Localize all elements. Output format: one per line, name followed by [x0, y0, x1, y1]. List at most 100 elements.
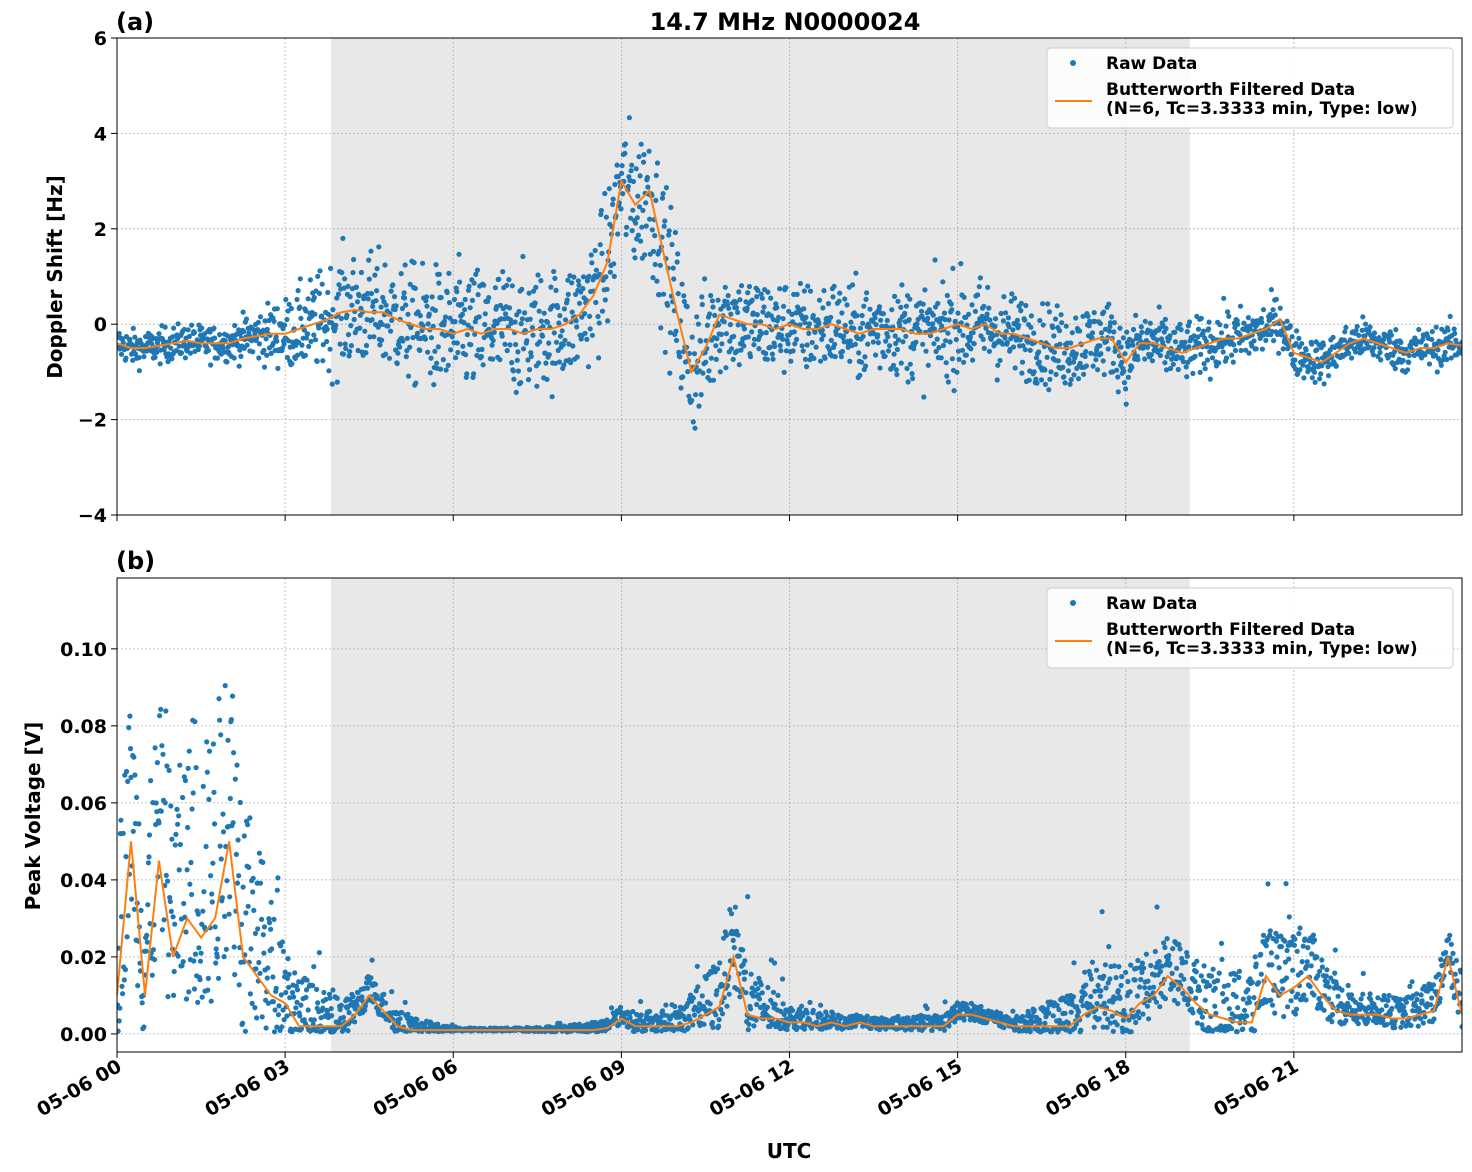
raw-point: [646, 148, 652, 154]
raw-point: [1381, 992, 1387, 999]
raw-point: [1364, 340, 1370, 346]
raw-point: [220, 829, 227, 835]
raw-point: [397, 1016, 403, 1022]
raw-point: [576, 282, 582, 288]
raw-point: [666, 228, 672, 234]
raw-point: [1283, 975, 1290, 981]
raw-point: [329, 381, 335, 387]
raw-point: [1184, 374, 1190, 380]
raw-point: [1113, 975, 1119, 981]
raw-point: [765, 984, 771, 991]
raw-point: [395, 1020, 401, 1026]
raw-point: [1287, 323, 1293, 329]
raw-point: [1192, 353, 1198, 359]
raw-point: [1355, 1021, 1361, 1027]
raw-point: [824, 1013, 830, 1019]
raw-point: [492, 285, 498, 291]
raw-point: [1119, 974, 1125, 980]
raw-point: [1115, 988, 1121, 994]
raw-point: [1269, 328, 1275, 335]
raw-point: [650, 248, 657, 254]
raw-point: [1053, 371, 1059, 377]
raw-point: [1272, 312, 1278, 318]
raw-point: [780, 316, 786, 322]
raw-point: [1448, 355, 1454, 361]
raw-point: [1130, 326, 1137, 333]
raw-point: [580, 274, 587, 280]
raw-point: [602, 297, 608, 303]
raw-point: [951, 388, 957, 394]
raw-point: [1356, 332, 1362, 338]
raw-point: [208, 873, 214, 879]
raw-point: [1139, 960, 1145, 966]
raw-point: [152, 354, 158, 360]
raw-point: [1044, 354, 1050, 360]
raw-point: [603, 214, 610, 220]
raw-point: [1012, 365, 1018, 371]
raw-point: [1163, 367, 1170, 373]
raw-point: [820, 332, 827, 338]
raw-point: [177, 841, 183, 848]
raw-point: [465, 287, 472, 293]
raw-point: [743, 990, 749, 996]
raw-point: [754, 294, 760, 300]
raw-point: [774, 304, 780, 311]
raw-point: [213, 946, 219, 952]
raw-point: [474, 267, 481, 273]
raw-point: [1428, 1002, 1434, 1008]
raw-point: [289, 339, 296, 345]
raw-point: [350, 994, 356, 1000]
raw-point: [641, 1018, 647, 1024]
raw-point: [836, 319, 842, 325]
raw-point: [413, 380, 419, 386]
raw-point: [382, 262, 388, 268]
raw-point: [1184, 329, 1190, 335]
raw-point: [568, 360, 574, 366]
raw-point: [146, 832, 153, 838]
raw-point: [1135, 957, 1141, 964]
raw-point: [969, 302, 975, 308]
raw-point: [1387, 339, 1393, 345]
raw-point: [304, 977, 310, 983]
raw-point: [652, 233, 658, 239]
raw-point: [1139, 329, 1145, 335]
raw-point: [1449, 960, 1456, 966]
raw-point: [894, 346, 901, 353]
raw-point: [411, 260, 417, 266]
raw-point: [997, 357, 1003, 364]
raw-point: [659, 195, 666, 201]
raw-point: [1433, 324, 1439, 330]
raw-point: [524, 338, 530, 344]
raw-point: [1400, 1019, 1406, 1026]
raw-point: [1126, 1017, 1132, 1023]
raw-point: [368, 975, 374, 981]
raw-point: [271, 318, 277, 324]
raw-point: [393, 303, 399, 309]
raw-point: [1307, 983, 1313, 990]
raw-point: [1226, 1006, 1232, 1012]
raw-point: [217, 717, 223, 723]
raw-point: [514, 357, 520, 363]
raw-point: [1142, 985, 1148, 991]
raw-point: [1082, 969, 1088, 975]
raw-point: [1121, 380, 1128, 386]
raw-point: [1012, 295, 1018, 301]
raw-point: [1092, 988, 1098, 994]
raw-point: [1106, 301, 1112, 307]
raw-point: [1057, 341, 1063, 347]
raw-point: [880, 311, 887, 317]
raw-point: [747, 1006, 754, 1012]
raw-point: [196, 945, 202, 951]
raw-point: [286, 984, 292, 990]
raw-point: [136, 355, 142, 361]
raw-point: [732, 904, 739, 910]
raw-point: [157, 713, 163, 719]
raw-point: [1271, 338, 1277, 344]
raw-point: [1133, 965, 1139, 972]
raw-point: [1125, 978, 1131, 985]
raw-point: [587, 313, 593, 319]
raw-point: [605, 318, 611, 324]
raw-point: [805, 283, 811, 289]
raw-point: [1445, 327, 1451, 333]
raw-point: [1414, 991, 1420, 997]
